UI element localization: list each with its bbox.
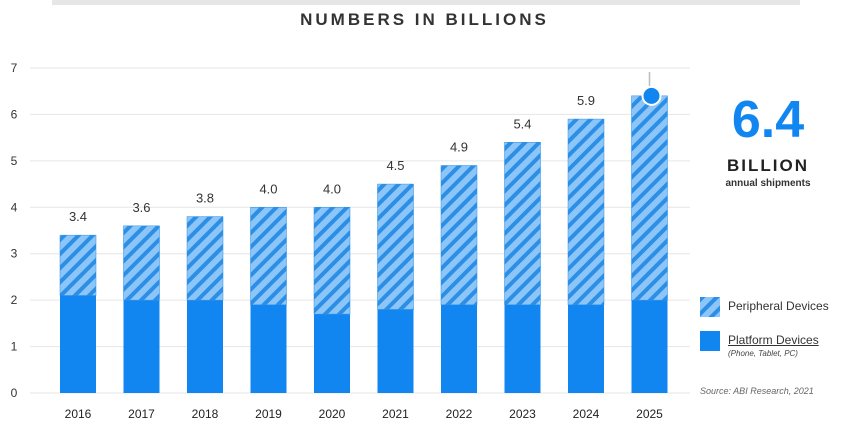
bar-platform-2019 — [250, 304, 287, 393]
bar-platform-2024 — [568, 304, 604, 393]
bar-peripheral-2025 — [631, 95, 668, 301]
top-band — [52, 0, 800, 5]
total-label: 4.5 — [386, 158, 404, 173]
highlight-subtitle: annual shipments — [725, 178, 811, 189]
y-tick-label: 4 — [11, 200, 18, 214]
bar-peripheral-2018 — [186, 216, 224, 301]
total-label: 4.0 — [259, 181, 277, 196]
x-tick-label: 2020 — [319, 407, 346, 421]
highlight-marker — [641, 85, 662, 106]
bar-peripheral-2020 — [313, 207, 351, 315]
bar-platform-2025 — [631, 300, 668, 393]
bar-peripheral-2017 — [123, 225, 160, 301]
total-label: 5.4 — [513, 116, 531, 131]
bar-platform-2017 — [123, 300, 160, 393]
bar-platform-2022 — [441, 304, 477, 393]
x-tick-label: 2016 — [65, 407, 92, 421]
x-tick-label: 2018 — [192, 407, 219, 421]
x-tick-label: 2025 — [636, 407, 663, 421]
total-label: 3.8 — [196, 191, 214, 206]
bar-peripheral-2023 — [504, 142, 541, 306]
x-tick-label: 2019 — [255, 407, 282, 421]
bar-platform-2023 — [504, 304, 541, 393]
y-tick-label: 1 — [11, 340, 18, 354]
x-tick-label: 2022 — [446, 407, 473, 421]
total-label: 3.4 — [69, 209, 87, 224]
bar-platform-2016 — [60, 295, 96, 393]
highlight-value: 6.4 — [731, 91, 805, 149]
y-tick-label: 6 — [11, 107, 18, 121]
bar-platform-2021 — [377, 309, 414, 393]
y-tick-label: 2 — [11, 293, 18, 307]
bar-platform-2018 — [187, 300, 223, 393]
y-tick-label: 7 — [11, 61, 18, 75]
x-tick-label: 2021 — [382, 407, 409, 421]
bar-peripheral-2021 — [377, 183, 414, 310]
bar-platform-2020 — [314, 314, 350, 393]
bar-peripheral-2024 — [567, 118, 605, 306]
total-label: 4.0 — [323, 181, 341, 196]
legend-swatch-platform — [700, 331, 720, 351]
x-tick-label: 2024 — [573, 407, 600, 421]
bar-peripheral-2022 — [440, 165, 478, 306]
x-tick-label: 2023 — [509, 407, 536, 421]
chart-title: NUMBERS IN BILLIONS — [300, 10, 549, 29]
source-note: Source: ABI Research, 2021 — [700, 386, 814, 396]
total-label: 3.6 — [132, 200, 150, 215]
bar-peripheral-2016 — [59, 234, 97, 296]
legend-note-platform: (Phone, Tablet, PC) — [728, 349, 798, 358]
total-label: 5.9 — [577, 93, 595, 108]
legend-label-peripheral: Peripheral Devices — [728, 299, 829, 313]
legend-swatch-peripheral — [700, 297, 720, 317]
total-label: 4.9 — [450, 140, 468, 155]
bar-peripheral-2019 — [250, 207, 287, 306]
legend-label-platform: Platform Devices — [728, 333, 819, 347]
highlight-unit: BILLION — [727, 156, 809, 175]
y-tick-label: 5 — [11, 154, 18, 168]
y-tick-label: 3 — [11, 247, 18, 261]
x-tick-label: 2017 — [128, 407, 155, 421]
y-tick-label: 0 — [11, 386, 18, 400]
